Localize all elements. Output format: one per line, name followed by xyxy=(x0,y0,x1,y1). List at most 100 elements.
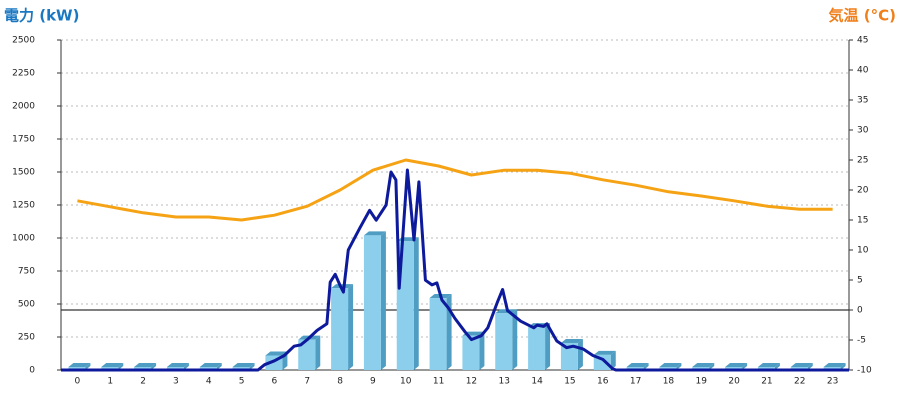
bar-side xyxy=(512,309,518,370)
bar-top xyxy=(134,363,157,367)
bar xyxy=(495,309,518,370)
y-tick-label: 750 xyxy=(18,267,35,277)
y2-tick-label: 5 xyxy=(857,276,863,286)
bar-side xyxy=(380,231,386,370)
bar-front xyxy=(560,342,578,370)
bar-top xyxy=(757,363,780,367)
bar-side xyxy=(545,323,551,370)
bar-side xyxy=(216,363,222,370)
bar-front xyxy=(462,335,480,370)
bar xyxy=(298,335,321,370)
bar-front xyxy=(528,327,546,370)
bar-side xyxy=(249,363,255,370)
bar-side xyxy=(709,363,715,370)
bar-top xyxy=(232,363,255,367)
x-tick-label: 14 xyxy=(531,377,543,387)
x-tick-label: 15 xyxy=(564,377,575,387)
y-tick-label: 2500 xyxy=(12,36,35,46)
y2-tick-label: 15 xyxy=(857,216,868,226)
bar xyxy=(560,338,583,370)
x-tick-label: 7 xyxy=(304,377,310,387)
x-tick-label: 21 xyxy=(761,377,772,387)
bar-side xyxy=(413,237,419,370)
y-tick-label: 250 xyxy=(18,333,35,343)
bar-top xyxy=(593,350,616,355)
x-tick-label: 8 xyxy=(337,377,343,387)
bar-top xyxy=(265,351,288,356)
bar-side xyxy=(479,331,485,370)
bar-front xyxy=(495,313,513,370)
bar xyxy=(528,323,551,370)
y-axis-title: 電力 (kW) xyxy=(4,7,79,25)
bar-side xyxy=(118,363,124,370)
bar-top xyxy=(790,363,813,367)
bar xyxy=(363,231,386,370)
x-tick-label: 1 xyxy=(107,377,113,387)
x-tick-label: 6 xyxy=(272,377,278,387)
y2-tick-label: 25 xyxy=(857,156,868,166)
bar-top xyxy=(692,363,715,367)
y-tick-label: 2000 xyxy=(12,102,35,112)
bar-side xyxy=(85,363,91,370)
y2-tick-label: 30 xyxy=(857,126,869,136)
x-tick-label: 9 xyxy=(370,377,376,387)
y-tick-label: 1000 xyxy=(12,234,35,244)
x-tick-label: 20 xyxy=(728,377,740,387)
x-tick-label: 5 xyxy=(239,377,245,387)
y-tick-label: 1500 xyxy=(12,168,35,178)
bar-side xyxy=(742,363,748,370)
bar-front xyxy=(298,339,316,370)
x-tick-label: 10 xyxy=(400,377,412,387)
bar xyxy=(429,294,452,370)
x-tick-label: 19 xyxy=(696,377,708,387)
y-tick-label: 1250 xyxy=(12,201,35,211)
bar-side xyxy=(315,335,321,370)
y2-tick-label: 40 xyxy=(857,66,869,76)
x-tick-label: 12 xyxy=(466,377,477,387)
bar-side xyxy=(807,363,813,370)
bar-side xyxy=(348,284,354,370)
y2-tick-label: 0 xyxy=(857,306,863,316)
x-tick-label: 16 xyxy=(597,377,609,387)
bar-top xyxy=(166,363,189,367)
x-tick-label: 13 xyxy=(499,377,510,387)
bar-front xyxy=(331,288,349,370)
y2-tick-label: 10 xyxy=(857,246,869,256)
line xyxy=(61,168,849,372)
bar xyxy=(331,284,354,370)
y2-tick-label: -5 xyxy=(857,336,866,346)
bar-side xyxy=(151,363,157,370)
y2-axis-title: 気温 (°C) xyxy=(829,7,896,25)
bar-top xyxy=(823,363,846,367)
x-tick-label: 23 xyxy=(827,377,838,387)
bar-top xyxy=(68,363,91,367)
x-tick-label: 18 xyxy=(663,377,675,387)
bar-side xyxy=(676,363,682,370)
x-tick-label: 0 xyxy=(75,377,81,387)
bar-top xyxy=(725,363,748,367)
bar-top xyxy=(199,363,222,367)
line xyxy=(77,158,833,222)
x-tick-label: 3 xyxy=(173,377,179,387)
y2-tick-label: 35 xyxy=(857,96,868,106)
bar-top xyxy=(363,231,386,236)
x-tick-label: 4 xyxy=(206,377,212,387)
bar-side xyxy=(183,363,189,370)
bar-front xyxy=(429,298,447,370)
x-tick-label: 22 xyxy=(794,377,805,387)
bar-top xyxy=(560,338,583,343)
bar-side xyxy=(610,350,616,370)
x-tick-label: 2 xyxy=(140,377,146,387)
x-tick-label: 17 xyxy=(630,377,641,387)
bar-top xyxy=(101,363,124,367)
bar-side xyxy=(643,363,649,370)
bar-top xyxy=(626,363,649,367)
bar-side xyxy=(774,363,780,370)
y2-tick-label: 45 xyxy=(857,36,868,46)
bar-top xyxy=(659,363,682,367)
y-tick-label: 0 xyxy=(29,366,35,376)
y-tick-label: 1750 xyxy=(12,135,35,145)
y2-tick-label: 20 xyxy=(857,186,869,196)
bar-front xyxy=(363,235,381,370)
